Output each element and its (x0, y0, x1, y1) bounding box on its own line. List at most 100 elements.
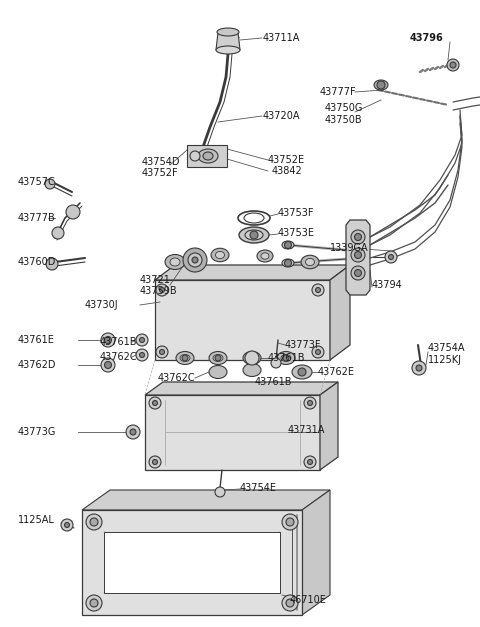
Text: 43773F: 43773F (285, 340, 322, 350)
Circle shape (156, 284, 168, 296)
Circle shape (315, 349, 321, 354)
Ellipse shape (180, 354, 190, 362)
Ellipse shape (282, 259, 294, 267)
Circle shape (149, 397, 161, 409)
Text: 1125KJ: 1125KJ (428, 355, 462, 365)
Circle shape (286, 518, 294, 526)
Circle shape (182, 355, 188, 361)
Circle shape (249, 355, 255, 361)
Circle shape (153, 401, 157, 406)
Circle shape (126, 425, 140, 439)
Circle shape (351, 248, 365, 262)
Ellipse shape (216, 251, 225, 258)
Circle shape (90, 599, 98, 607)
Text: 43777F: 43777F (320, 87, 357, 97)
Text: 43720A: 43720A (263, 111, 300, 121)
Polygon shape (187, 145, 227, 167)
Polygon shape (145, 395, 320, 470)
Text: 43757C: 43757C (18, 177, 56, 187)
Ellipse shape (203, 152, 213, 160)
Text: 43711A: 43711A (263, 33, 300, 43)
Circle shape (183, 248, 207, 272)
Circle shape (64, 522, 70, 527)
Circle shape (416, 365, 422, 371)
Ellipse shape (211, 248, 229, 261)
Ellipse shape (257, 250, 273, 262)
Circle shape (86, 595, 102, 611)
Polygon shape (346, 220, 370, 295)
Ellipse shape (165, 255, 185, 270)
Polygon shape (302, 490, 330, 615)
Text: 43750B: 43750B (325, 115, 362, 125)
Text: 43762E: 43762E (318, 367, 355, 377)
Circle shape (215, 487, 225, 497)
Polygon shape (145, 382, 338, 395)
Circle shape (282, 514, 298, 530)
Circle shape (45, 179, 55, 189)
Text: 43761B: 43761B (255, 377, 292, 387)
Text: 43750G: 43750G (325, 103, 363, 113)
Circle shape (188, 253, 202, 267)
Text: 43754A: 43754A (428, 343, 466, 353)
Circle shape (66, 205, 80, 219)
Text: 43730J: 43730J (85, 300, 119, 310)
Ellipse shape (209, 352, 227, 364)
Ellipse shape (281, 354, 291, 362)
Circle shape (304, 456, 316, 468)
Circle shape (149, 456, 161, 468)
Circle shape (283, 355, 289, 361)
Ellipse shape (217, 28, 239, 36)
Circle shape (101, 358, 115, 372)
Ellipse shape (245, 230, 263, 240)
Circle shape (447, 59, 459, 71)
Polygon shape (155, 280, 330, 360)
Circle shape (215, 355, 221, 361)
Ellipse shape (292, 365, 312, 379)
Circle shape (130, 429, 136, 435)
Circle shape (153, 460, 157, 465)
Text: 43753E: 43753E (278, 228, 315, 238)
Ellipse shape (170, 258, 180, 266)
Circle shape (190, 151, 200, 161)
Circle shape (298, 368, 306, 376)
Ellipse shape (277, 352, 295, 364)
Circle shape (351, 230, 365, 244)
Circle shape (315, 288, 321, 293)
Polygon shape (330, 265, 350, 360)
Circle shape (282, 595, 298, 611)
Text: 43762C: 43762C (100, 352, 138, 362)
Circle shape (52, 227, 64, 239)
Text: 43721: 43721 (140, 275, 171, 285)
Circle shape (46, 258, 58, 270)
Circle shape (245, 351, 259, 365)
Circle shape (250, 231, 258, 239)
Circle shape (101, 333, 115, 347)
Circle shape (355, 251, 361, 258)
Text: 43754D: 43754D (142, 157, 180, 167)
Ellipse shape (216, 46, 240, 54)
Circle shape (285, 241, 291, 248)
Text: 43761E: 43761E (18, 335, 55, 345)
Ellipse shape (374, 80, 388, 90)
Polygon shape (155, 265, 350, 280)
Polygon shape (82, 490, 330, 510)
Circle shape (136, 349, 148, 361)
Ellipse shape (213, 354, 223, 362)
Circle shape (285, 260, 291, 266)
Ellipse shape (247, 354, 257, 362)
Text: 43773G: 43773G (18, 427, 56, 437)
Polygon shape (82, 510, 302, 615)
Text: 43762D: 43762D (18, 360, 57, 370)
Circle shape (136, 334, 148, 346)
Circle shape (355, 233, 361, 241)
Circle shape (355, 270, 361, 277)
Circle shape (351, 266, 365, 280)
Circle shape (377, 81, 385, 89)
Text: 43752E: 43752E (268, 155, 305, 165)
Text: 46710E: 46710E (290, 595, 327, 605)
Text: 43752F: 43752F (142, 168, 179, 178)
Circle shape (312, 346, 324, 358)
Text: 43759B: 43759B (140, 286, 178, 296)
Ellipse shape (239, 227, 269, 243)
Circle shape (271, 358, 281, 368)
